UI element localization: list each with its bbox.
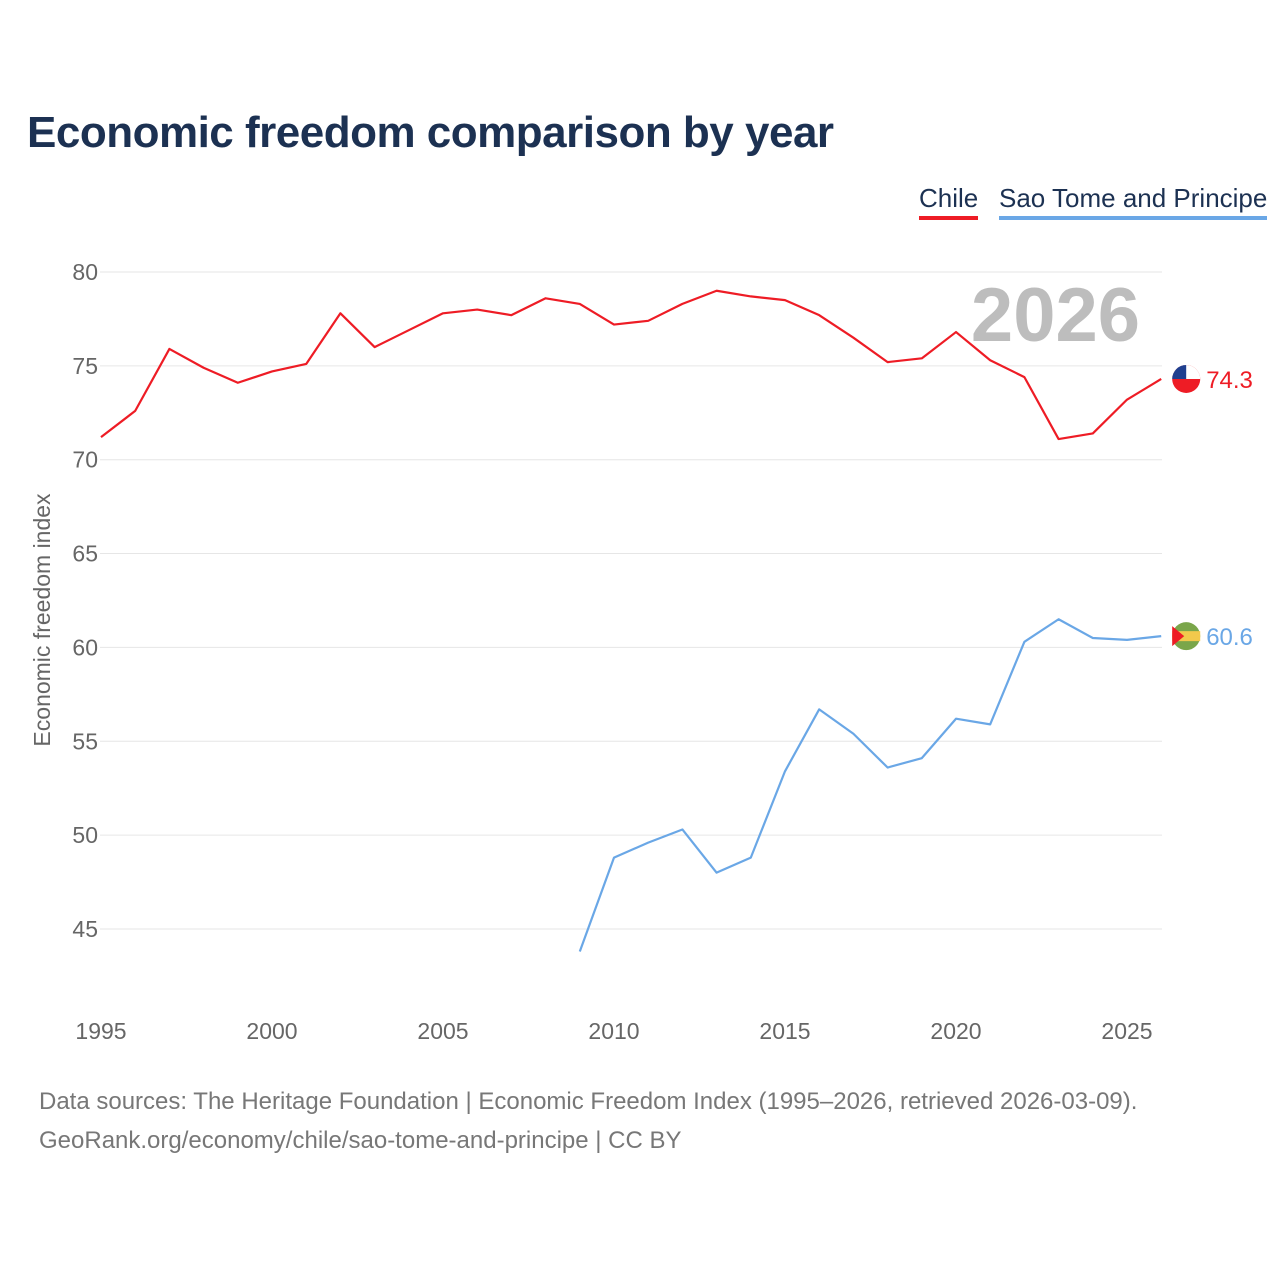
x-tick-label: 2000 <box>246 1018 297 1044</box>
x-tick-label: 2015 <box>759 1018 810 1044</box>
y-tick-label: 50 <box>72 822 98 848</box>
x-tick-label: 2025 <box>1101 1018 1152 1044</box>
footer-sources: Data sources: The Heritage Foundation | … <box>39 1088 1138 1115</box>
y-tick-label: 55 <box>72 728 98 754</box>
x-tick-label: 2010 <box>588 1018 639 1044</box>
x-tick-label: 2020 <box>930 1018 981 1044</box>
series-line-chile <box>100 289 1162 441</box>
year-watermark: 2026 <box>971 273 1140 358</box>
page-title: Economic freedom comparison by year <box>27 108 834 157</box>
sao-tome-flag-icon <box>1172 622 1201 651</box>
series-line-sao-tome <box>578 618 1162 952</box>
y-tick-label: 70 <box>72 447 98 473</box>
y-tick-label: 65 <box>72 541 98 567</box>
end-value-label: 74.3 <box>1206 367 1253 394</box>
y-tick-label: 45 <box>72 916 98 942</box>
y-tick-label: 80 <box>72 259 98 285</box>
end-value-label: 60.6 <box>1206 624 1253 651</box>
footer-link[interactable]: GeoRank.org/economy/chile/sao-tome-and-p… <box>39 1127 682 1154</box>
y-tick-label: 60 <box>72 634 98 660</box>
legend-chile[interactable]: Chile <box>919 183 979 220</box>
y-tick-label: 75 <box>72 353 98 379</box>
x-tick-label: 1995 <box>75 1018 126 1044</box>
x-tick-label: 2005 <box>417 1018 468 1044</box>
y-axis-label: Economic freedom index <box>29 493 55 747</box>
legend-sao-tome[interactable]: Sao Tome and Principe <box>999 183 1268 220</box>
chile-flag-icon <box>1172 364 1201 393</box>
